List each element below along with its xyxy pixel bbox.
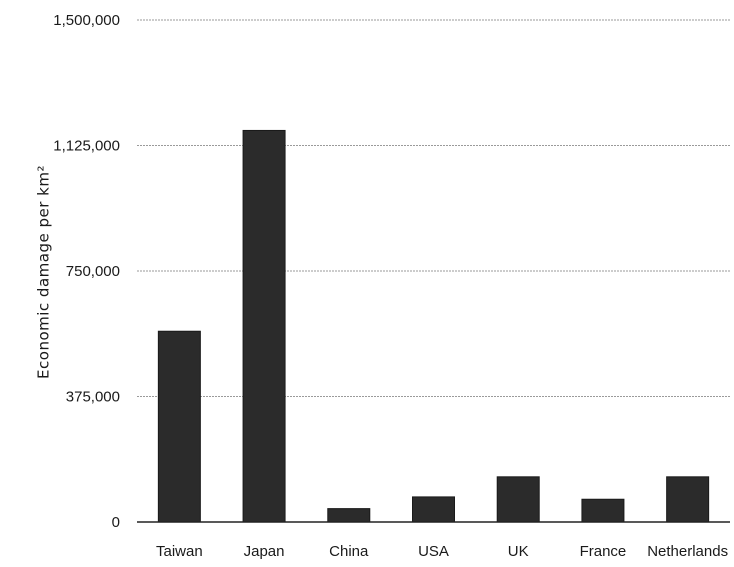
y-tick-label: 1,500,000 <box>53 12 120 29</box>
bar-netherlands <box>666 476 710 523</box>
bar-taiwan <box>157 330 201 523</box>
x-category-label: Japan <box>244 543 285 560</box>
x-axis-category-labels: Taiwan Japan China USA UK France Netherlands <box>156 543 728 560</box>
y-axis-title: Economic damage per km² <box>35 165 53 379</box>
bar-china <box>327 508 371 523</box>
x-category-label: France <box>580 543 627 560</box>
bar-france <box>581 498 625 523</box>
y-tick-label: 750,000 <box>66 263 120 280</box>
bar-uk <box>496 476 540 523</box>
x-category-label: USA <box>418 543 449 560</box>
y-axis-tick-labels: 0 375,000 750,000 1,125,000 1,500,000 <box>53 12 120 531</box>
gridlines <box>137 19 730 397</box>
x-category-label: Taiwan <box>156 543 203 560</box>
x-category-label: Netherlands <box>647 543 728 560</box>
bar-japan <box>242 129 286 523</box>
x-category-label: UK <box>508 543 529 560</box>
y-tick-label: 1,125,000 <box>53 138 120 155</box>
bars <box>157 129 710 523</box>
y-tick-label: 0 <box>112 514 120 531</box>
x-category-label: China <box>329 543 369 560</box>
y-tick-label: 375,000 <box>66 389 120 406</box>
bar-usa <box>412 496 455 523</box>
